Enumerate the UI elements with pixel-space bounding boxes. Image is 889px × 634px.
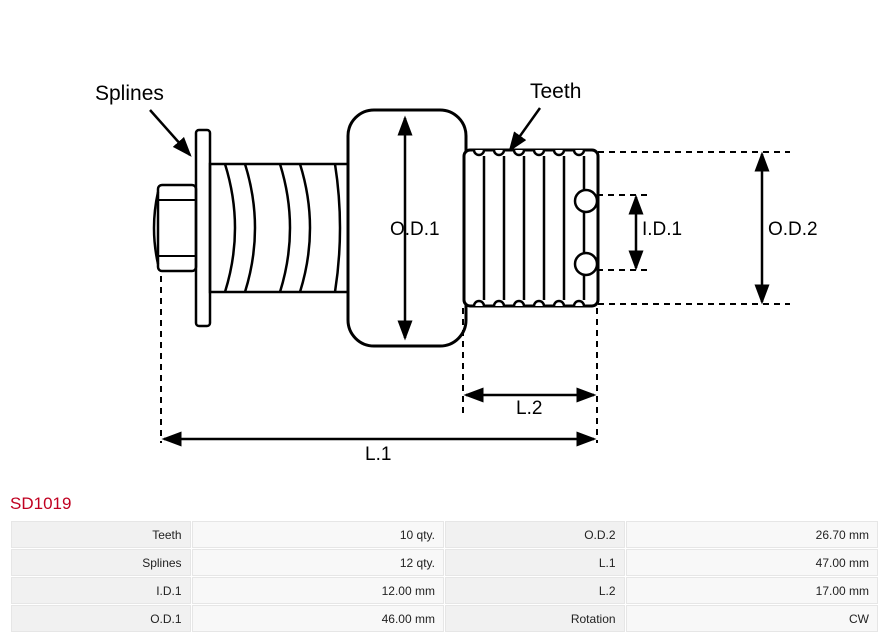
label-l1: L.1 <box>365 444 391 466</box>
spec-row: Splines12 qty.L.147.00 mm <box>11 549 878 576</box>
spec-label: O.D.1 <box>11 605 191 632</box>
label-od1: O.D.1 <box>390 219 440 241</box>
spec-value: 26.70 mm <box>626 521 878 548</box>
spec-label: Splines <box>11 549 191 576</box>
spec-label: I.D.1 <box>11 577 191 604</box>
spec-row: O.D.146.00 mmRotationCW <box>11 605 878 632</box>
label-l2: L.2 <box>516 398 542 420</box>
technical-diagram: Splines Teeth O.D.1 O.D.2 I.D.1 L.1 L.2 <box>0 0 889 490</box>
spec-value: 47.00 mm <box>626 549 878 576</box>
label-id1: I.D.1 <box>642 219 682 241</box>
label-splines: Splines <box>95 82 164 106</box>
spec-row: Teeth10 qty.O.D.226.70 mm <box>11 521 878 548</box>
spec-value: 46.00 mm <box>192 605 444 632</box>
spec-label: L.1 <box>445 549 625 576</box>
spec-value: 12.00 mm <box>192 577 444 604</box>
page-root: Splines Teeth O.D.1 O.D.2 I.D.1 L.1 L.2 <box>0 0 889 633</box>
part-code: SD1019 <box>0 490 889 520</box>
spec-value: 17.00 mm <box>626 577 878 604</box>
spec-value: 12 qty. <box>192 549 444 576</box>
label-teeth: Teeth <box>530 80 581 104</box>
spec-value: 10 qty. <box>192 521 444 548</box>
diagram-svg <box>0 0 889 490</box>
spec-row: I.D.112.00 mmL.217.00 mm <box>11 577 878 604</box>
label-od2: O.D.2 <box>768 219 818 241</box>
spec-label: Rotation <box>445 605 625 632</box>
spec-value: CW <box>626 605 878 632</box>
spec-label: L.2 <box>445 577 625 604</box>
spec-table: Teeth10 qty.O.D.226.70 mmSplines12 qty.L… <box>10 520 879 633</box>
spec-label: Teeth <box>11 521 191 548</box>
spec-label: O.D.2 <box>445 521 625 548</box>
